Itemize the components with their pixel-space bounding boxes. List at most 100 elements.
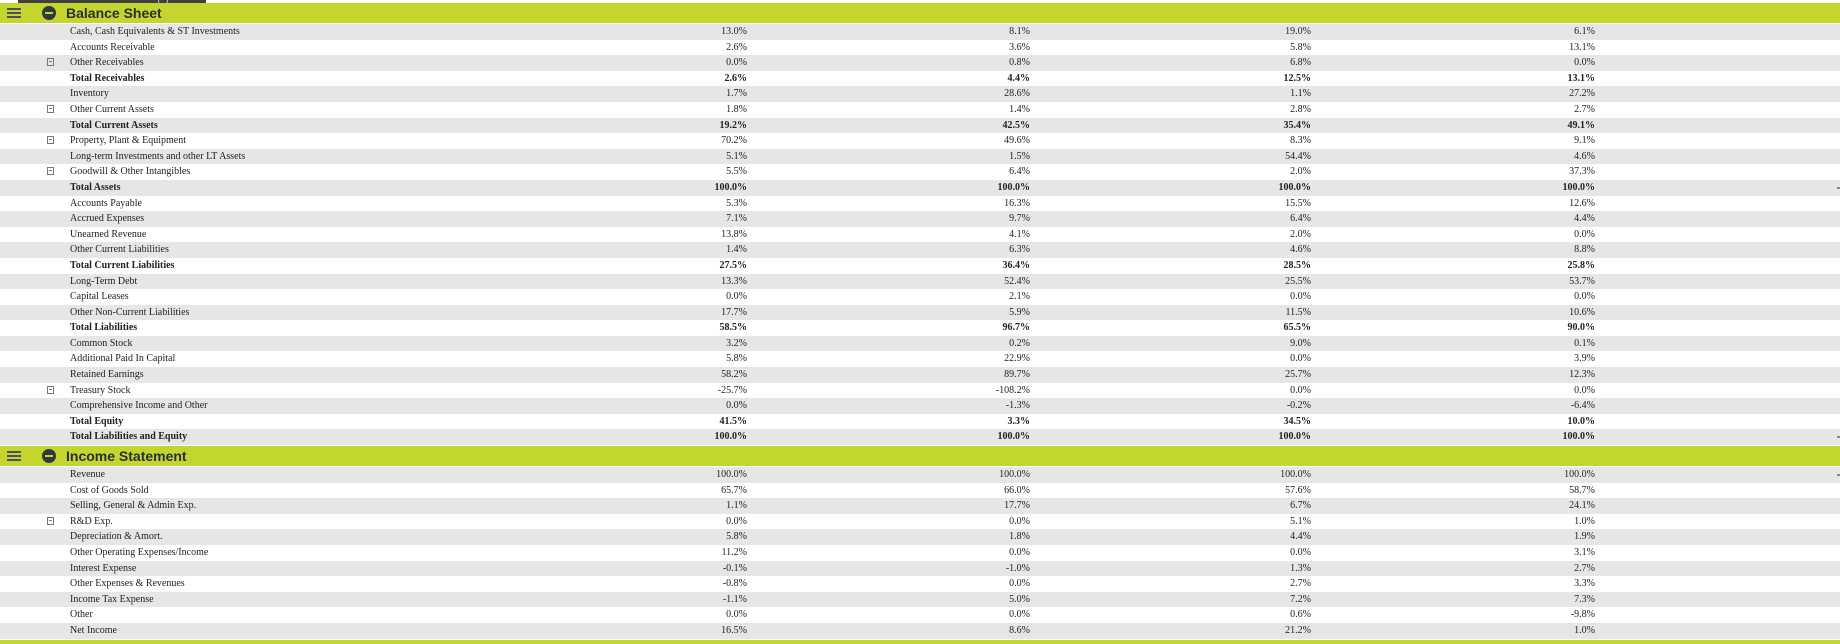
cell-value: -1.3% [1005,400,1030,412]
table-row: Capital Leases 0.0% 2.1% 0.0% 0.0% [0,289,1840,305]
cell-value: 5.3% [726,197,747,209]
row-label: Other Expenses & Revenues [70,578,185,590]
collapse-icon[interactable] [42,6,56,20]
cell-value: 8.3% [1290,135,1311,147]
cell-value: 2.6% [726,41,747,53]
cell-value: 13.0% [721,26,747,37]
cell-value: 17.7% [721,306,747,318]
cell-value: 8.8% [1574,244,1595,256]
cell-value: 6.3% [1009,244,1030,256]
note-icon[interactable] [47,167,54,176]
cell-value: 1.0% [1574,515,1595,527]
cell-value: 8.6% [1009,624,1030,636]
row-label: Total Current Assets [70,119,158,131]
scroll-marker [1837,474,1840,476]
cell-value: 1.1% [1290,88,1311,100]
cell-value: 5.8% [726,353,747,365]
cell-value: 16.3% [1004,197,1030,209]
collapse-icon[interactable] [42,449,56,463]
cell-value: 2.1% [1009,291,1030,303]
cell-value: 13.1% [1569,41,1595,53]
cell-value: 9.0% [1290,337,1311,349]
row-label: R&D Exp. [70,515,113,527]
cell-value: -9.8% [1570,609,1595,621]
cell-value: 27.5% [719,259,748,271]
cell-value: -1.1% [722,593,747,605]
cell-value: 0.0% [1290,291,1311,303]
table-row: Selling, General & Admin Exp. 1.1% 17.7% 6.… [0,498,1840,514]
row-label: Long-term Investments and other LT Asset… [70,150,246,162]
cell-value: 2.7% [1574,103,1595,115]
table-row: Treasury Stock -25.7% -108.2% 0.0% 0.0% [0,383,1840,399]
cell-value: 5.9% [1009,306,1030,318]
cell-value: 35.4% [1283,119,1312,131]
note-icon[interactable] [47,104,54,113]
cell-value: 0.0% [726,609,747,621]
cell-value: 0.0% [1574,228,1595,240]
cell-value: -6.4% [1570,400,1595,412]
row-label: Interest Expense [70,562,137,574]
section-title: Balance Sheet [66,5,162,21]
cell-value: 11.5% [1285,306,1311,318]
cell-value: 37.3% [1569,166,1595,178]
note-icon[interactable] [47,385,54,394]
cell-value: 0.0% [726,291,747,303]
cell-value: 16.5% [721,624,747,636]
cell-value: 90.0% [1567,322,1596,334]
table-row: Accrued Expenses 7.1% 9.7% 6.4% 4.4% [0,211,1840,227]
cell-value: 6.4% [1290,213,1311,225]
table-row: Total Current Assets 19.2% 42.5% 35.4% 49.1% [0,117,1840,134]
cell-value: 4.4% [1007,72,1031,84]
cell-value: 58.2% [721,369,747,381]
cell-value: 100.0% [1280,469,1311,480]
cell-value: 0.0% [1574,384,1595,396]
cell-value: 100.0% [1564,469,1595,480]
cell-value: 65.5% [1283,322,1312,334]
table-row: Goodwill & Other Intangibles 5.5% 6.4% 2.0%… [0,164,1840,180]
note-icon[interactable] [47,516,54,525]
table-row: Total Equity 41.5% 3.3% 34.5% 10.0% [0,414,1840,430]
cell-value: 9.7% [1009,213,1030,225]
cell-value: 57.6% [1285,484,1311,496]
scroll-marker [1837,436,1840,438]
cell-value: 1.4% [726,244,747,256]
cell-value: 0.0% [1290,384,1311,396]
cell-value: 100.0% [999,469,1030,480]
cell-value: 5.1% [1290,515,1311,527]
cell-value: 3.6% [1009,41,1030,53]
row-label: Other Operating Expenses/Income [70,546,209,558]
table-row: Other Non-Current Liabilities 17.7% 5.9% 11… [0,304,1840,321]
drag-handle-icon[interactable] [6,449,22,463]
table-row: Interest Expense -0.1% -1.0% 1.3% 2.7% [0,560,1840,577]
drag-handle-icon[interactable] [6,6,22,20]
cell-value: 1.8% [1009,531,1030,543]
cell-value: 66.0% [1004,484,1030,496]
table-row: Other Receivables 0.0% 0.8% 6.8% 0.0% [0,55,1840,71]
row-label: Other Current Assets [70,103,154,115]
cell-value: 42.5% [1002,119,1031,131]
income-statement-header: Income Statement [0,446,1840,466]
cell-value: 1.1% [726,500,747,512]
cell-value: 27.2% [1569,88,1595,100]
income-statement-rows: Revenue 100.0% 100.0% 100.0% 100.0% Cost of G… [0,467,1840,639]
cell-value: 52.4% [1004,275,1030,287]
cell-value: 5.8% [1290,41,1311,53]
table-row: Retained Earnings 58.2% 89.7% 25.7% 12.3% [0,367,1840,383]
table-row: R&D Exp. 0.0% 0.0% 5.1% 1.0% [0,514,1840,530]
cell-value: 4.6% [1290,244,1311,256]
row-label: Cost of Goods Sold [70,484,149,496]
note-icon[interactable] [47,58,54,67]
cell-value: 100.0% [1562,431,1596,443]
note-icon[interactable] [47,136,54,145]
cell-value: 100.0% [714,431,748,443]
cell-value: -108.2% [995,384,1030,396]
cell-value: 10.6% [1569,306,1595,318]
row-label: Other Receivables [70,57,144,69]
table-row: Accounts Receivable 2.6% 3.6% 5.8% 13.1% [0,40,1840,56]
cell-value: 13.8% [721,228,747,240]
cell-value: 0.0% [1574,57,1595,69]
cell-value: 100.0% [997,431,1031,443]
cell-value: 8.1% [1009,26,1030,37]
table-row: Total Receivables 2.6% 4.4% 12.5% 13.1% [0,71,1840,87]
table-row: Accounts Payable 5.3% 16.3% 15.5% 12.6% [0,196,1840,212]
